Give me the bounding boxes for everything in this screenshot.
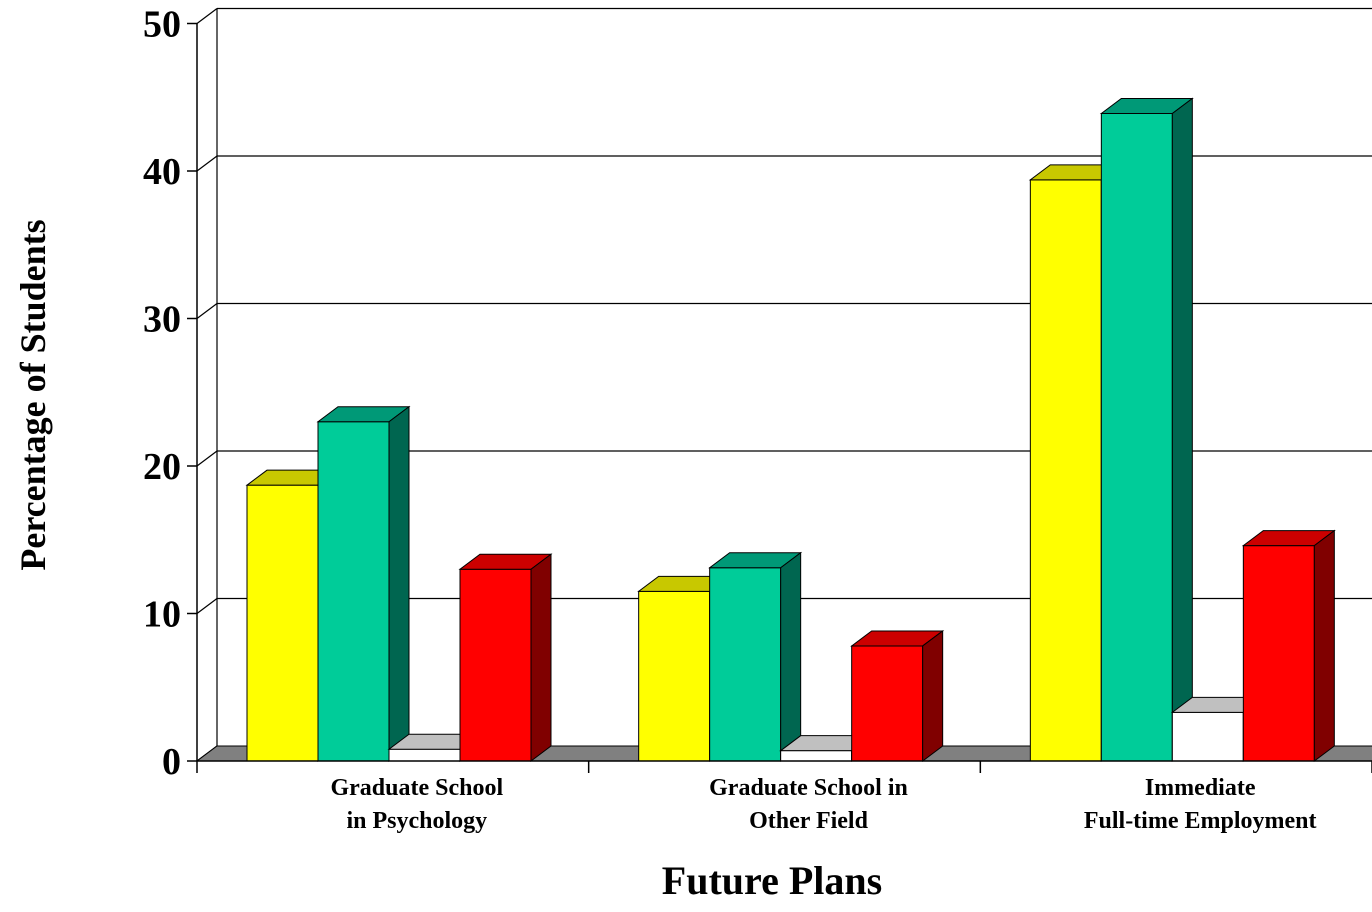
gridline-depth [196, 8, 218, 24]
category-label-line: in Psychology [346, 808, 487, 834]
bar [316, 405, 411, 762]
category-label: Graduate School in Psychology [330, 775, 503, 834]
y-axis-title: Percentage of Students [13, 219, 53, 570]
gridline-depth [196, 155, 218, 172]
gridline-depth [196, 598, 218, 614]
category-label-line: Other Field [749, 808, 869, 834]
bar-side [922, 629, 944, 762]
bar-front [1242, 545, 1315, 762]
bar-front [780, 750, 853, 762]
y-tick-label: 10 [143, 594, 181, 636]
bar-front [459, 568, 532, 762]
bars [245, 97, 1336, 762]
category-label-line: Graduate School [330, 775, 503, 801]
gridline-depth [196, 303, 218, 319]
x-axis-title: Future Plans [662, 858, 882, 903]
y-tick-label: 40 [143, 151, 181, 193]
category-label-line: Immediate [1145, 775, 1256, 801]
bar-side [388, 405, 410, 762]
bar-front [851, 645, 924, 762]
y-tick-label: 50 [143, 4, 181, 46]
bar-side [780, 551, 802, 762]
category-label: Graduate School in Other Field [709, 775, 908, 834]
bar-front [709, 567, 782, 762]
axes [187, 22, 1372, 773]
bar-side [1313, 529, 1335, 762]
bar [458, 553, 553, 762]
bar-front [638, 590, 711, 762]
bar-side [1171, 97, 1193, 762]
bar-front [1171, 711, 1244, 762]
category-label-line: Graduate School in [709, 775, 908, 801]
bar [850, 629, 945, 762]
bar-front [1100, 112, 1173, 762]
y-tick-label: 30 [143, 299, 181, 341]
gridline-depth [196, 450, 218, 467]
category-label: Immediate Full-time Employment [1084, 775, 1317, 834]
bar [1241, 529, 1336, 762]
category-label-line: Full-time Employment [1084, 808, 1317, 834]
y-tick-label: 20 [143, 446, 181, 488]
bar-front [388, 748, 461, 762]
bar [1099, 97, 1194, 762]
bar-side [530, 553, 552, 762]
bar-front [1029, 179, 1102, 762]
bar-front [317, 421, 390, 762]
bar [708, 551, 803, 762]
y-tick-label: 0 [162, 741, 181, 783]
bar-front [246, 484, 319, 762]
